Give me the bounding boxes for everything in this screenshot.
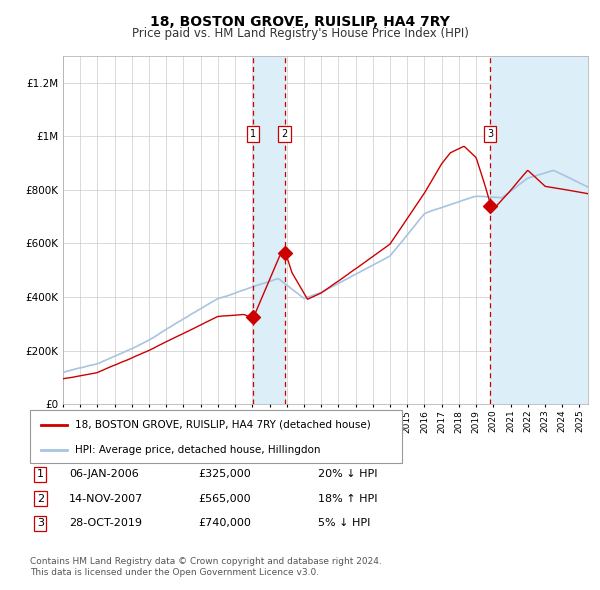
Text: 28-OCT-2019: 28-OCT-2019	[69, 519, 142, 528]
Text: £740,000: £740,000	[198, 519, 251, 528]
Text: 2: 2	[281, 129, 287, 139]
Point	[485, 201, 495, 211]
FancyBboxPatch shape	[30, 410, 402, 463]
Text: £325,000: £325,000	[198, 470, 251, 479]
Text: 1: 1	[250, 129, 256, 139]
Point	[248, 313, 257, 322]
Text: 06-JAN-2006: 06-JAN-2006	[69, 470, 139, 479]
Text: 20% ↓ HPI: 20% ↓ HPI	[318, 470, 377, 479]
Text: 18, BOSTON GROVE, RUISLIP, HA4 7RY (detached house): 18, BOSTON GROVE, RUISLIP, HA4 7RY (deta…	[74, 420, 370, 430]
Bar	[253, 56, 284, 404]
Text: 3: 3	[37, 519, 44, 528]
Text: 3: 3	[487, 129, 493, 139]
Text: This data is licensed under the Open Government Licence v3.0.: This data is licensed under the Open Gov…	[30, 568, 319, 577]
Text: 18, BOSTON GROVE, RUISLIP, HA4 7RY: 18, BOSTON GROVE, RUISLIP, HA4 7RY	[150, 15, 450, 29]
Text: 14-NOV-2007: 14-NOV-2007	[69, 494, 143, 503]
Point	[280, 248, 289, 258]
Text: Price paid vs. HM Land Registry's House Price Index (HPI): Price paid vs. HM Land Registry's House …	[131, 27, 469, 40]
Text: 2: 2	[37, 494, 44, 503]
Text: HPI: Average price, detached house, Hillingdon: HPI: Average price, detached house, Hill…	[74, 445, 320, 455]
Text: Contains HM Land Registry data © Crown copyright and database right 2024.: Contains HM Land Registry data © Crown c…	[30, 558, 382, 566]
Bar	[490, 56, 588, 404]
Text: £565,000: £565,000	[198, 494, 251, 503]
Text: 5% ↓ HPI: 5% ↓ HPI	[318, 519, 370, 528]
Text: 18% ↑ HPI: 18% ↑ HPI	[318, 494, 377, 503]
Text: 1: 1	[37, 470, 44, 479]
